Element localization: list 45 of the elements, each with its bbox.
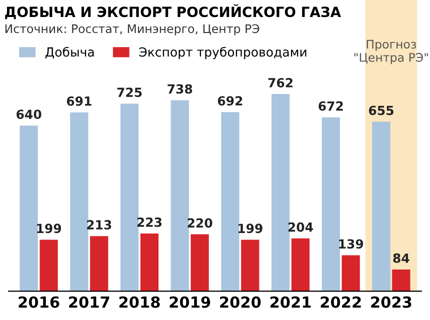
- bar: [170, 100, 189, 292]
- data-label: 655: [368, 106, 394, 116]
- bar: [241, 240, 260, 292]
- data-label: 139: [339, 239, 364, 249]
- x-tick-label: 2019: [170, 296, 210, 308]
- data-label: 213: [87, 220, 112, 230]
- data-label: 725: [117, 88, 142, 98]
- bar: [70, 112, 88, 292]
- bar: [140, 234, 159, 292]
- x-tick-label: 2023: [371, 296, 412, 308]
- data-label: 84: [393, 253, 410, 263]
- bar: [291, 238, 310, 292]
- bar: [221, 112, 240, 292]
- x-tick-label: 2020: [220, 296, 261, 308]
- x-tick-label: 2018: [119, 296, 160, 308]
- bar: [392, 269, 410, 292]
- legend-label: Добыча: [45, 46, 94, 59]
- bar: [372, 122, 390, 292]
- x-tick-label: 2022: [320, 296, 361, 308]
- band-label: Прогноз "Центра РЭ": [354, 40, 428, 64]
- bar: [40, 240, 58, 292]
- data-label: 223: [137, 217, 162, 227]
- bar: [271, 94, 290, 292]
- x-tick-label: 2016: [18, 296, 60, 308]
- x-tick-label: 2017: [69, 296, 110, 308]
- data-label: 691: [66, 96, 92, 106]
- data-label: 738: [168, 84, 192, 94]
- chart-title: ДОБЫЧА И ЭКСПОРТ РОССИЙСКОГО ГАЗА: [5, 4, 341, 20]
- data-label: 199: [238, 224, 262, 234]
- legend-label: Экспорт трубопроводами: [139, 46, 306, 60]
- data-label: 640: [16, 110, 42, 120]
- bar: [20, 126, 38, 292]
- data-label: 204: [288, 222, 313, 232]
- data-label: 199: [37, 224, 62, 234]
- bar: [342, 255, 360, 292]
- bar: [190, 234, 209, 292]
- bar: [120, 104, 139, 292]
- data-label: 672: [318, 101, 343, 111]
- data-label: 692: [218, 96, 242, 106]
- bar: [322, 117, 340, 292]
- chart-subtitle: Источник: Росстат, Минэнерго, Центр РЭ: [5, 24, 260, 36]
- bar: [90, 236, 108, 292]
- data-label: 220: [188, 218, 212, 228]
- data-label: 762: [268, 78, 293, 88]
- x-tick-label: 2021: [270, 296, 311, 308]
